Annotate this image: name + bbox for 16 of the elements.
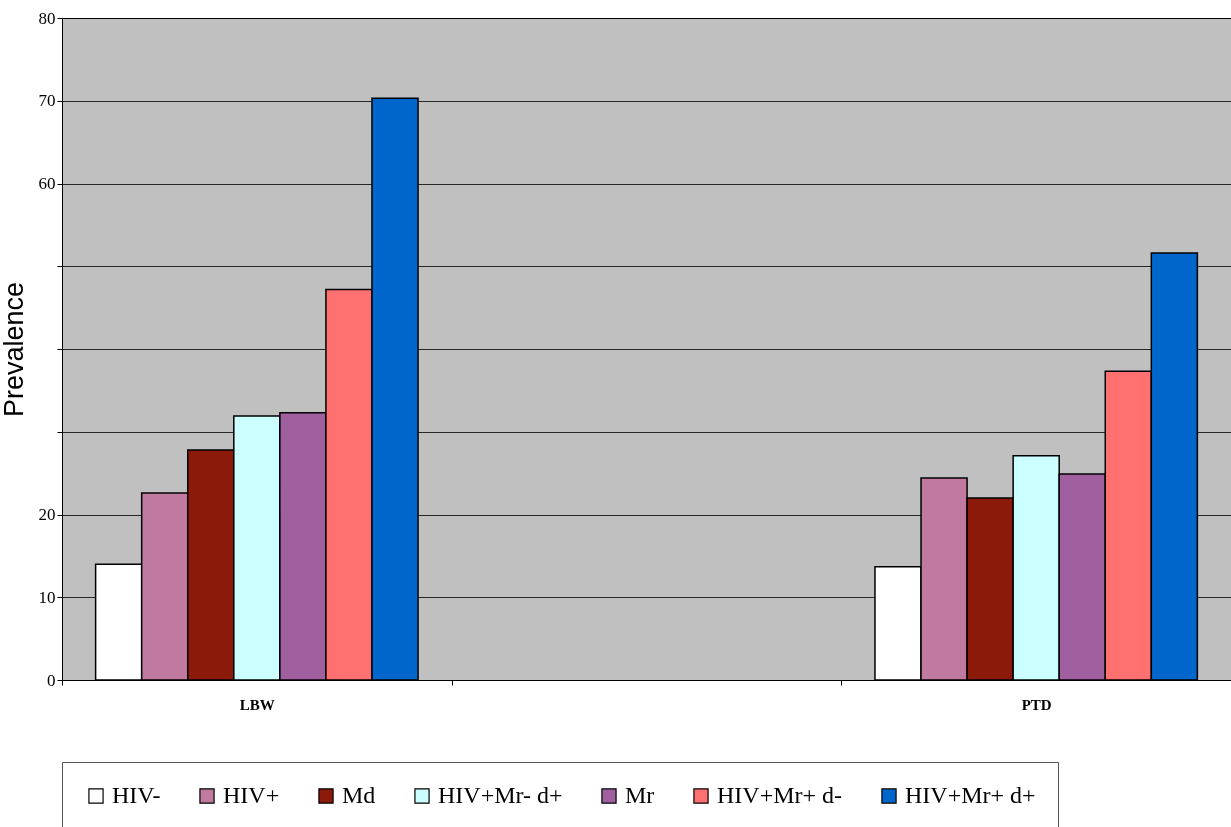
legend-label: HIV- — [112, 782, 161, 808]
y-tick-label: 60 — [38, 174, 56, 193]
y-tick-label: 0 — [47, 670, 56, 690]
y-tick-label: 20 — [38, 505, 56, 524]
legend-label: HIV+Mr+ d- — [717, 782, 843, 808]
legend-label: HIV+Mr+ d+ — [905, 782, 1036, 808]
y-tick-label: 80 — [38, 8, 56, 28]
x-tick-label: PTD — [1021, 696, 1052, 713]
x-tick-label: LBW — [239, 696, 275, 713]
legend-label: HIV+Mr- d+ — [438, 782, 563, 808]
legend-label: HIV+ — [223, 782, 280, 808]
legend-label: Md — [342, 782, 376, 808]
y-axis-title: Prevalence — [0, 281, 29, 418]
y-tick-label: 10 — [38, 587, 56, 607]
y-tick-label: 70 — [38, 91, 56, 111]
legend-label: Mr — [625, 782, 655, 808]
